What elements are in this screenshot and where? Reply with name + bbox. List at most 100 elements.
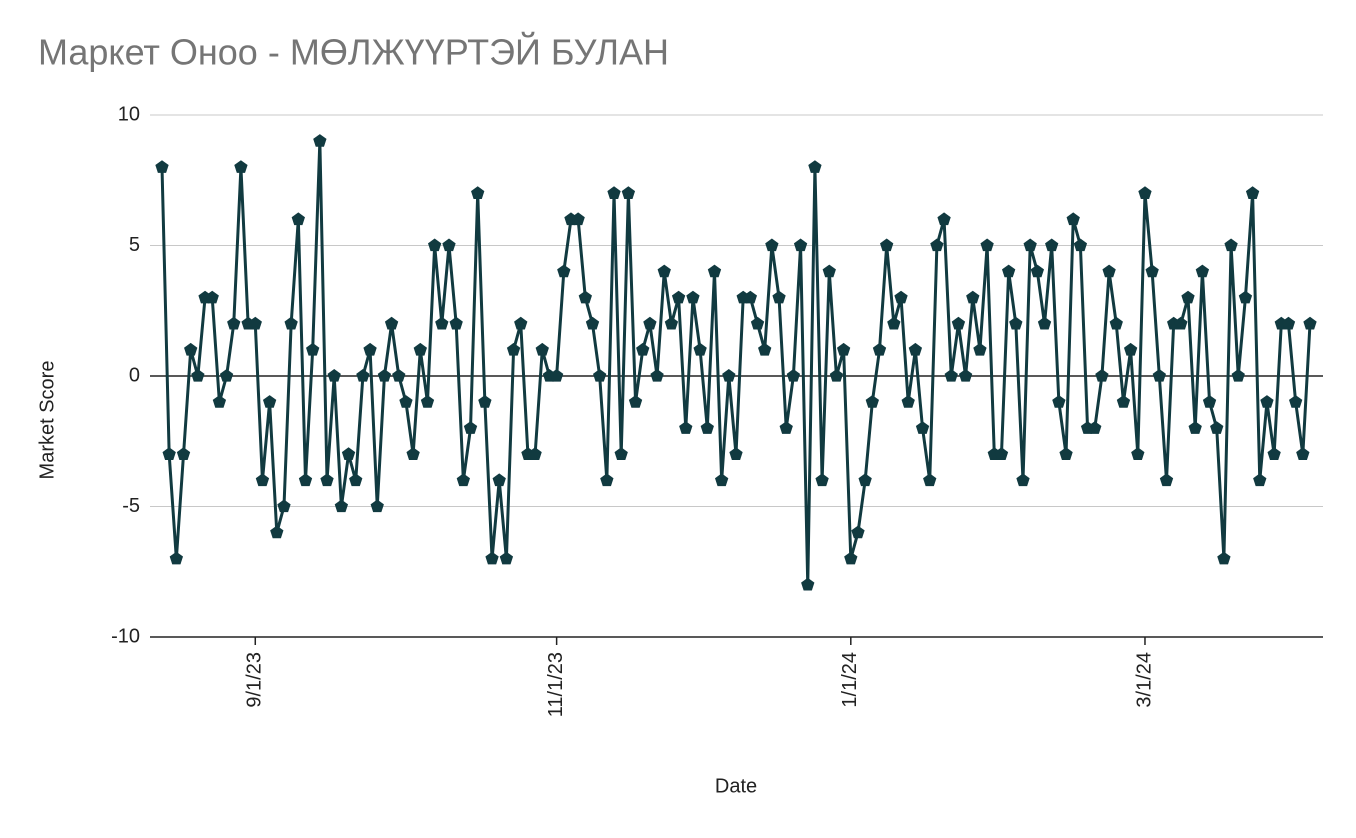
point — [1210, 421, 1224, 434]
point — [377, 369, 392, 382]
point — [219, 369, 234, 382]
point — [1260, 395, 1274, 408]
point — [262, 395, 277, 408]
point — [169, 551, 184, 565]
point — [1188, 421, 1202, 434]
point — [872, 342, 887, 356]
point — [306, 342, 320, 356]
point — [1045, 238, 1059, 252]
point — [1231, 369, 1245, 382]
point — [1195, 264, 1210, 278]
point — [1238, 290, 1253, 304]
point — [923, 473, 937, 487]
point — [593, 369, 607, 382]
point — [937, 212, 951, 226]
point — [291, 212, 305, 226]
x-tick-label: 3/1/24 — [1133, 652, 1155, 708]
point — [686, 290, 700, 304]
point — [234, 160, 248, 173]
point — [1202, 395, 1217, 408]
point — [808, 160, 822, 173]
line — [160, 141, 1312, 585]
point — [801, 577, 815, 591]
point — [392, 369, 406, 382]
point — [693, 342, 707, 356]
point — [1145, 264, 1159, 278]
point — [664, 316, 679, 330]
point — [643, 316, 657, 330]
point — [650, 369, 664, 382]
point — [714, 473, 729, 487]
point — [449, 316, 463, 330]
point — [1253, 473, 1267, 487]
x-axis-label: Date — [715, 775, 757, 797]
point — [334, 499, 349, 513]
point — [298, 473, 313, 487]
point — [549, 369, 564, 382]
point — [363, 342, 377, 356]
point — [887, 316, 901, 330]
point — [1123, 342, 1138, 356]
point — [743, 290, 758, 304]
point — [880, 238, 894, 252]
point — [758, 342, 772, 356]
point — [1023, 238, 1037, 252]
point — [514, 316, 528, 330]
point — [1009, 316, 1023, 330]
point — [478, 395, 492, 408]
point — [578, 290, 592, 304]
point — [1095, 369, 1109, 382]
point — [621, 186, 636, 199]
point — [1138, 186, 1152, 199]
point — [944, 369, 958, 382]
point — [427, 238, 442, 252]
point — [370, 499, 384, 513]
point — [707, 264, 722, 278]
point — [1037, 316, 1052, 330]
x-tick-label: 1/1/24 — [839, 652, 861, 708]
point — [836, 342, 851, 356]
point — [463, 421, 478, 434]
point — [671, 290, 686, 304]
point — [729, 447, 743, 460]
point — [1066, 212, 1080, 226]
point — [585, 316, 600, 330]
point — [1131, 447, 1145, 460]
x-tick-label: 11/1/23 — [545, 652, 567, 717]
point — [1245, 186, 1260, 199]
point — [1030, 264, 1045, 278]
point — [980, 238, 994, 252]
point — [471, 186, 485, 199]
point — [851, 525, 865, 539]
point — [951, 316, 966, 330]
point — [162, 447, 176, 460]
point — [413, 342, 427, 356]
point — [356, 369, 370, 382]
point — [815, 473, 829, 487]
point — [750, 316, 765, 330]
chart-title: Маркет Оноо - МӨЛЖҮҮРТЭЙ БУЛАН — [38, 31, 669, 73]
point — [255, 473, 270, 487]
point — [894, 290, 908, 304]
point — [915, 421, 930, 434]
point — [636, 342, 650, 356]
point — [557, 264, 571, 278]
point — [1174, 316, 1188, 330]
point — [184, 342, 198, 356]
point — [191, 369, 205, 382]
point — [1181, 290, 1195, 304]
y-axis-label: Market Score — [36, 361, 58, 480]
point — [270, 525, 284, 539]
point — [628, 395, 643, 408]
point — [349, 473, 363, 487]
point — [901, 395, 915, 408]
point — [1159, 473, 1174, 487]
point — [456, 473, 471, 487]
point — [679, 421, 693, 434]
point — [1016, 473, 1030, 487]
point — [1052, 395, 1066, 408]
point — [793, 238, 808, 252]
point — [779, 421, 793, 434]
point — [327, 369, 341, 382]
point — [485, 551, 499, 565]
